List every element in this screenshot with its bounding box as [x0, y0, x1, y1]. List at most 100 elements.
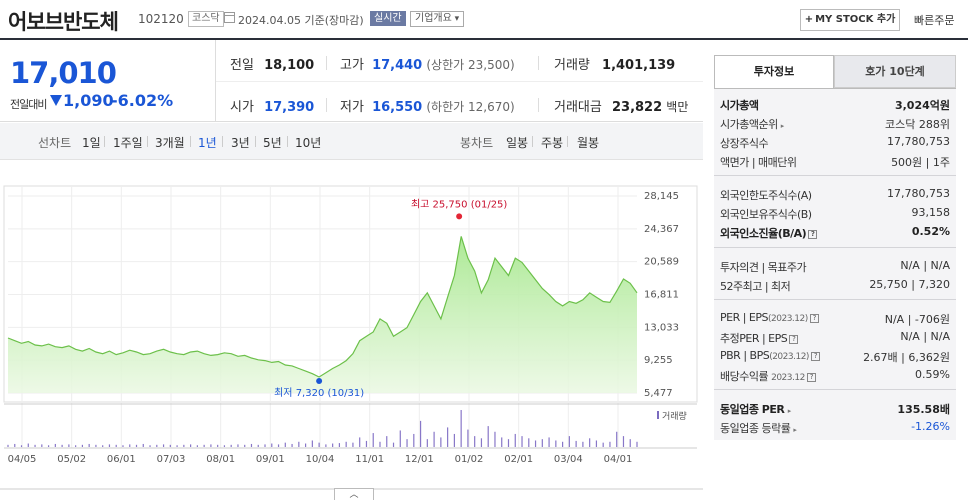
x-tick-label: 05/02	[57, 454, 86, 465]
candle-weekly[interactable]: 주봉	[541, 136, 564, 150]
market-cap-rank-label: 시가총액순위	[720, 118, 778, 131]
est-per-label: 추정PER | EPS	[720, 332, 788, 345]
volume-bar	[386, 436, 388, 447]
collapse-chart-button[interactable]: ︿	[334, 488, 374, 500]
price-chart-svg: 28,145 24,367 20,589 16,811 13,033 9,255 5,477…	[0, 185, 703, 490]
volume-legend: 거래량	[662, 410, 687, 422]
volume-bar	[447, 427, 449, 447]
pbr-label: PBR | BPS	[720, 349, 770, 362]
divider	[326, 98, 327, 112]
volume-bar	[14, 443, 16, 447]
price-area	[8, 236, 637, 393]
mystock-add-button[interactable]: + MY STOCK 추가	[800, 9, 900, 31]
volume-bar	[284, 442, 286, 447]
divider	[147, 136, 148, 147]
volume-bar	[196, 445, 198, 447]
volume-bar	[88, 443, 90, 447]
y-tick-label: 28,145	[644, 191, 679, 202]
volume-bar	[325, 444, 327, 447]
volume-bar	[555, 440, 557, 447]
high-value: 17,440	[372, 58, 423, 73]
base-date: 2024.04.05 기준(장마감)	[238, 14, 364, 27]
price-change-pct: -6.02%	[111, 91, 174, 110]
per-year: (2023.12)	[768, 314, 808, 324]
realtime-button[interactable]: 실시간	[370, 11, 406, 26]
caret-right-icon: ▸	[793, 426, 797, 434]
volume-bar	[244, 444, 246, 447]
period-1d[interactable]: 1일	[82, 136, 101, 150]
high-label: 고가	[340, 58, 364, 73]
x-tick-label: 06/01	[107, 454, 136, 465]
company-name: 어보브반도체	[8, 10, 119, 34]
volume-bar	[507, 439, 510, 447]
volume-bar	[277, 444, 280, 447]
y-tick-label: 16,811	[644, 290, 679, 301]
per-label: PER | EPS	[720, 311, 769, 324]
market-cap-label: 시가총액	[720, 99, 759, 112]
period-5y[interactable]: 5년	[263, 136, 282, 150]
price-chart[interactable]: 28,145 24,367 20,589 16,811 13,033 9,255 5,477…	[0, 160, 703, 500]
volume-bar	[548, 437, 550, 447]
volume-bar	[95, 444, 97, 447]
low-label: 저가	[340, 100, 364, 115]
x-tick-label: 11/01	[355, 454, 384, 465]
period-3m[interactable]: 3개월	[155, 136, 185, 150]
period-3y[interactable]: 3년	[231, 136, 250, 150]
upper-limit: (상한가 23,500)	[426, 58, 515, 72]
volume-bar	[345, 441, 347, 447]
price-line	[7, 236, 638, 378]
foreign-ratio-value: 0.52%	[911, 225, 950, 238]
divider	[714, 389, 956, 390]
volume-bar	[419, 420, 422, 447]
candle-monthly[interactable]: 월봉	[577, 136, 600, 150]
period-10y[interactable]: 10년	[295, 136, 322, 150]
divider	[532, 136, 533, 147]
period-1w[interactable]: 1주일	[113, 136, 143, 150]
volume-bar	[433, 431, 435, 447]
period-1y[interactable]: 1년	[198, 136, 217, 150]
volume-bar	[406, 439, 408, 447]
opinion-label: 투자의견 | 목표주가	[720, 261, 807, 274]
investment-info-body: 시가총액 3,024억원 시가총액순위 ▸ 코스닥 288위 상장주식수 17,…	[714, 88, 956, 440]
help-icon[interactable]: ?	[806, 373, 816, 382]
quick-order-link[interactable]: 빠른주문	[914, 14, 955, 27]
volume-bar	[460, 410, 462, 447]
volume-bar	[332, 443, 334, 447]
volume-bar	[68, 444, 70, 447]
tab-investment-info[interactable]: 투자정보	[714, 55, 834, 88]
compare-label: 전일대비	[10, 98, 47, 111]
volume-bar	[203, 444, 205, 447]
candle-daily[interactable]: 일봉	[506, 136, 529, 150]
corp-overview-dropdown[interactable]: 기업개요	[410, 11, 465, 27]
candle-chart-label: 봉차트	[460, 136, 494, 150]
lower-limit: (하한가 12,670)	[426, 100, 515, 114]
volume-bar	[27, 443, 29, 447]
help-icon[interactable]: ?	[810, 352, 820, 361]
tab-order-book-10[interactable]: 호가 10단계	[834, 55, 956, 88]
volume-bar	[575, 440, 577, 447]
x-tick-label: 02/01	[504, 454, 533, 465]
help-icon[interactable]: ?	[789, 335, 799, 344]
help-icon[interactable]: ?	[808, 230, 818, 239]
volume-bar	[534, 440, 537, 447]
y-tick-label: 5,477	[644, 388, 673, 399]
foreign-limit-value: 17,780,753	[887, 187, 950, 200]
row-divider	[216, 81, 703, 82]
volume-bar	[298, 441, 300, 447]
volume-bar	[589, 438, 591, 447]
help-icon[interactable]: ?	[809, 314, 819, 323]
x-tick-label: 04/05	[8, 454, 37, 465]
industry-rate-label: 동일업종 등락률	[720, 422, 791, 435]
divider	[714, 247, 956, 248]
shares-value: 17,780,753	[887, 135, 950, 148]
volume-bar	[474, 436, 476, 447]
volume-bar	[453, 433, 455, 447]
volume-bar	[541, 439, 543, 447]
pbr-value: 2.67배 | 6,362원	[863, 351, 950, 364]
volume-bar	[81, 444, 83, 447]
y-tick-label: 13,033	[644, 322, 679, 333]
volume-bar	[568, 436, 570, 447]
volume-bar	[217, 444, 219, 447]
volume-bar	[311, 440, 313, 447]
industry-per-value: 135.58배	[897, 403, 950, 416]
